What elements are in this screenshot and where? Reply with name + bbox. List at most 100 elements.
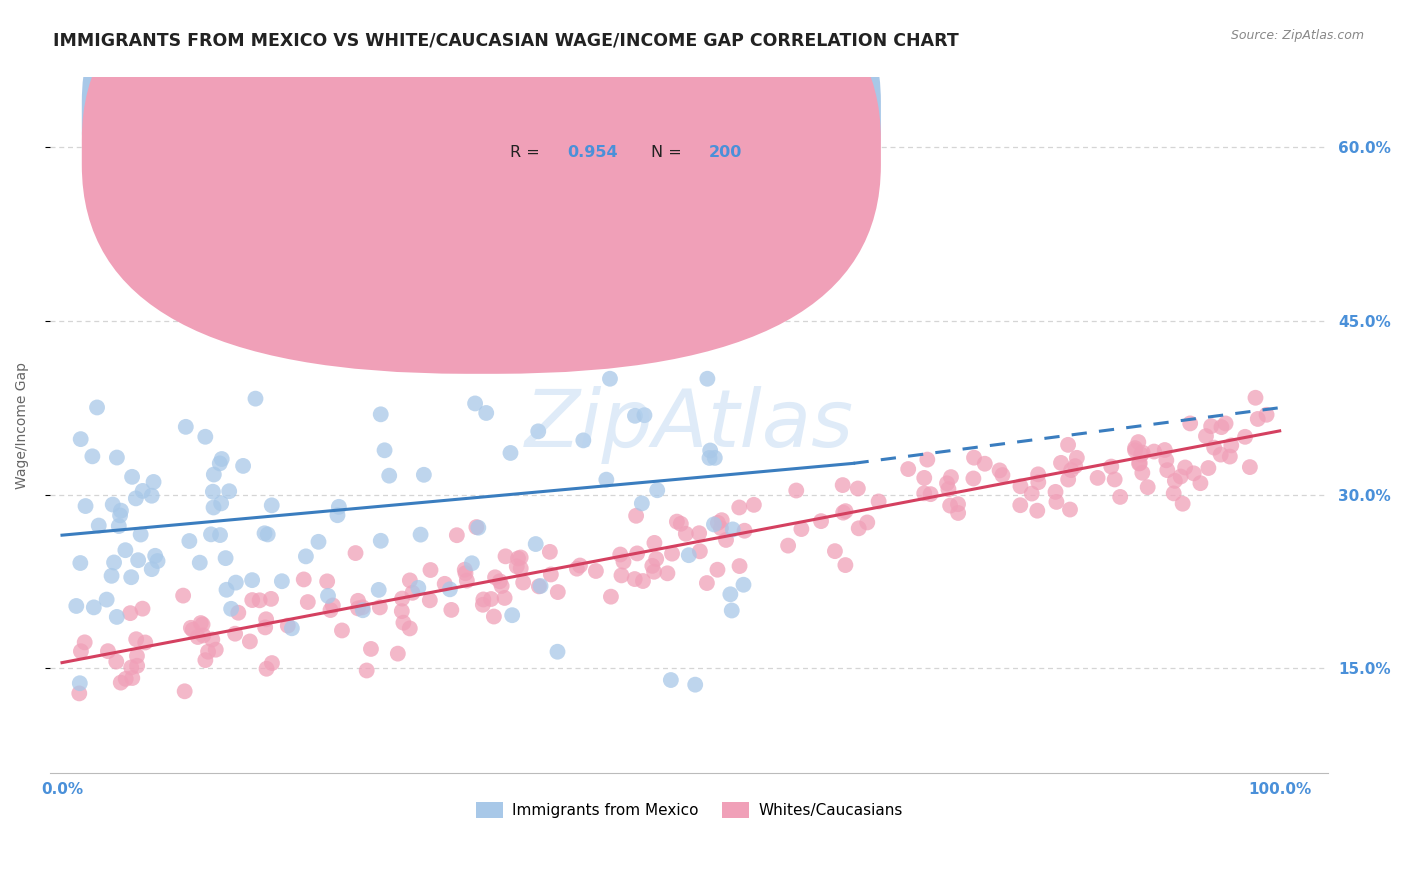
Point — [173, 684, 195, 698]
Point — [209, 496, 232, 510]
Point — [1156, 453, 1178, 467]
Point — [565, 562, 588, 576]
Point — [392, 615, 415, 630]
Point — [1010, 498, 1032, 512]
Point — [1195, 429, 1218, 443]
Point — [624, 409, 647, 423]
Point — [399, 574, 422, 588]
Point — [1050, 456, 1073, 470]
Point — [1189, 476, 1212, 491]
Point — [720, 603, 742, 617]
Point — [696, 372, 718, 386]
Point — [67, 686, 90, 700]
Point — [1026, 467, 1049, 482]
Point — [728, 559, 751, 574]
Point — [174, 420, 197, 434]
Point — [1182, 467, 1205, 481]
Point — [471, 598, 494, 612]
Point — [939, 499, 962, 513]
Point — [489, 302, 512, 317]
Point — [810, 514, 832, 528]
Point — [127, 553, 149, 567]
Point — [1129, 456, 1152, 470]
Point — [856, 516, 879, 530]
Point — [461, 556, 484, 570]
FancyBboxPatch shape — [446, 95, 811, 182]
Y-axis label: Wage/Income Gap: Wage/Income Gap — [15, 361, 30, 489]
Point — [699, 443, 721, 458]
Point — [785, 483, 807, 498]
Point — [1104, 473, 1126, 487]
Point — [699, 450, 721, 465]
Point — [1123, 443, 1146, 458]
Point — [226, 606, 249, 620]
Point — [1132, 445, 1154, 459]
Point — [191, 617, 214, 632]
Point — [240, 573, 263, 587]
Point — [1211, 420, 1233, 434]
Point — [475, 406, 498, 420]
Point — [938, 482, 960, 496]
Point — [370, 533, 392, 548]
Point — [464, 396, 486, 410]
Point — [295, 549, 318, 564]
Point — [87, 518, 110, 533]
Point — [600, 590, 623, 604]
Point — [710, 521, 733, 535]
Point — [446, 528, 468, 542]
Point — [703, 450, 725, 465]
Point — [610, 568, 633, 582]
Point — [1057, 438, 1080, 452]
Point — [538, 545, 561, 559]
Point — [316, 574, 339, 589]
Point — [1045, 484, 1067, 499]
Point — [260, 656, 283, 670]
Point — [368, 600, 391, 615]
Point — [509, 550, 531, 565]
Point — [595, 473, 617, 487]
Point — [1059, 502, 1081, 516]
Point — [253, 526, 276, 541]
Point — [129, 527, 152, 541]
Point — [1045, 495, 1067, 509]
Point — [211, 452, 233, 467]
Point — [1130, 448, 1153, 462]
Point — [868, 494, 890, 508]
Point — [97, 644, 120, 658]
Legend: Immigrants from Mexico, Whites/Caucasians: Immigrants from Mexico, Whites/Caucasian… — [470, 796, 908, 824]
Point — [612, 555, 634, 569]
Point — [585, 564, 607, 578]
Point — [146, 554, 169, 568]
Point — [277, 618, 299, 632]
Point — [917, 452, 939, 467]
Point — [202, 467, 225, 482]
Point — [1174, 460, 1197, 475]
Point — [105, 450, 128, 465]
Point — [599, 372, 621, 386]
Point — [412, 467, 434, 482]
Point — [100, 569, 122, 583]
Point — [416, 349, 439, 363]
Point — [65, 599, 87, 613]
Point — [254, 620, 277, 634]
Point — [105, 655, 128, 669]
Point — [209, 528, 232, 542]
Point — [696, 576, 718, 591]
Point — [360, 642, 382, 657]
Point — [477, 291, 499, 305]
Point — [143, 549, 166, 563]
Point — [568, 558, 591, 573]
Text: 108: 108 — [709, 108, 742, 122]
Text: R =: R = — [510, 108, 546, 122]
Text: R =: R = — [510, 145, 546, 161]
Point — [131, 601, 153, 615]
Point — [848, 521, 870, 535]
Point — [991, 468, 1014, 483]
Point — [1156, 463, 1178, 477]
Point — [225, 575, 247, 590]
Point — [524, 537, 547, 551]
Point — [1219, 450, 1241, 464]
Point — [1087, 471, 1109, 485]
Point — [659, 673, 682, 687]
Point — [946, 497, 969, 511]
